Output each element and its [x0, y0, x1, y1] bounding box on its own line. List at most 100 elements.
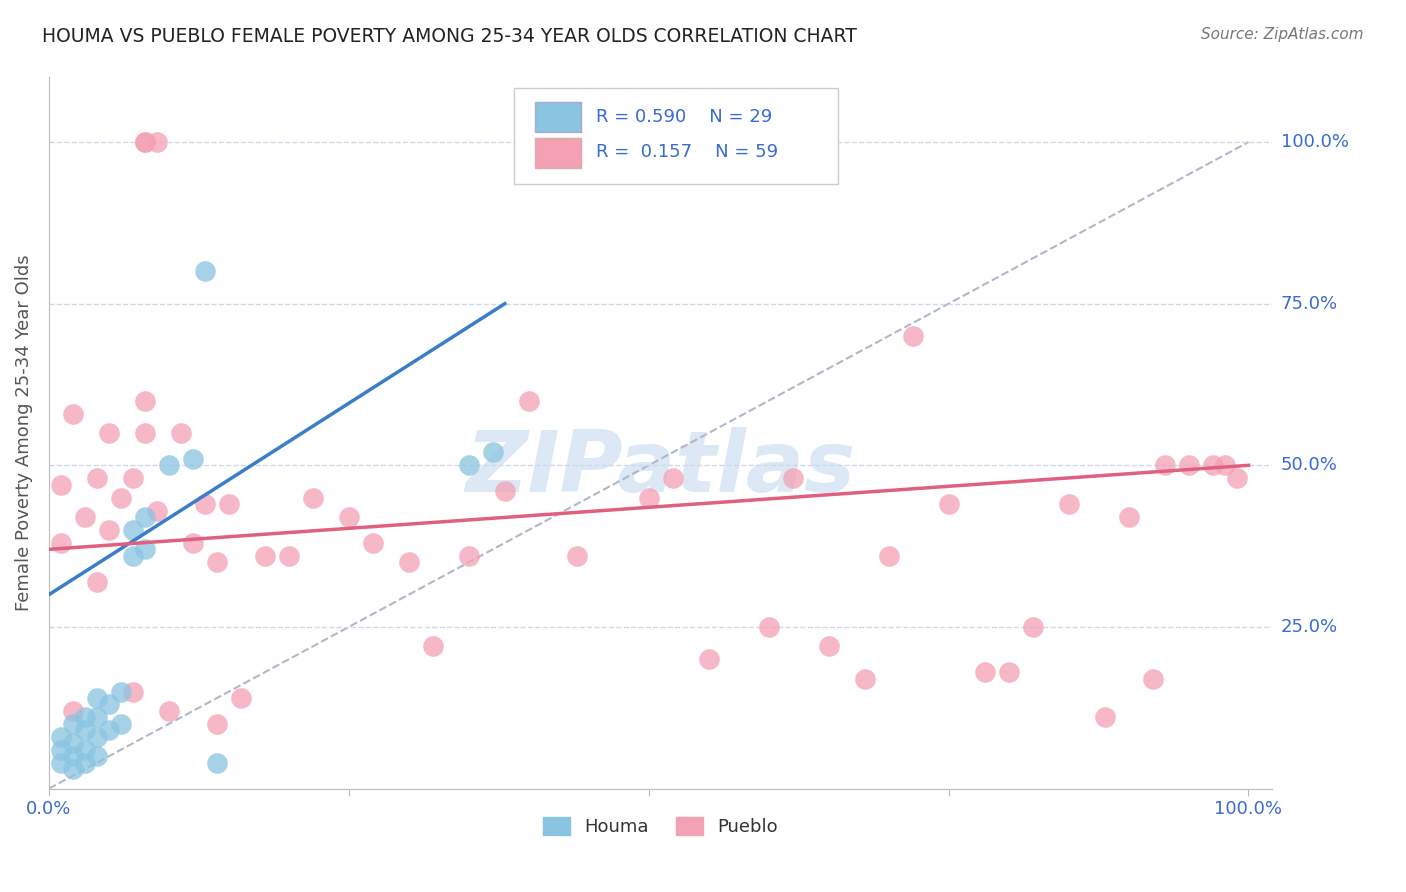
Point	[817, 640, 839, 654]
Point	[853, 672, 876, 686]
Point	[481, 445, 503, 459]
Point	[181, 536, 204, 550]
Point	[122, 549, 145, 563]
Point	[73, 510, 96, 524]
Point	[997, 665, 1019, 680]
Point	[1177, 458, 1199, 473]
Point	[73, 723, 96, 738]
Point	[73, 756, 96, 770]
Point	[637, 491, 659, 505]
Point	[758, 620, 780, 634]
Point	[49, 743, 72, 757]
Point	[1057, 497, 1080, 511]
Point	[134, 425, 156, 440]
Point	[97, 523, 120, 537]
Point	[49, 477, 72, 491]
Point	[62, 407, 84, 421]
Point	[1225, 471, 1247, 485]
Point	[62, 704, 84, 718]
Point	[134, 135, 156, 149]
Text: 75.0%: 75.0%	[1281, 294, 1339, 313]
Point	[782, 471, 804, 485]
Point	[73, 710, 96, 724]
Point	[205, 756, 228, 770]
Point	[62, 736, 84, 750]
Point	[1094, 710, 1116, 724]
Point	[134, 135, 156, 149]
Point	[49, 730, 72, 744]
Point	[457, 458, 479, 473]
Point	[1201, 458, 1223, 473]
Point	[1118, 510, 1140, 524]
Point	[661, 471, 683, 485]
Point	[877, 549, 900, 563]
Point	[146, 135, 169, 149]
Point	[697, 652, 720, 666]
Point	[194, 264, 217, 278]
Point	[302, 491, 325, 505]
Point	[146, 503, 169, 517]
Text: R = 0.590    N = 29: R = 0.590 N = 29	[596, 108, 772, 126]
Point	[1142, 672, 1164, 686]
Point	[97, 723, 120, 738]
Point	[277, 549, 299, 563]
Point	[205, 555, 228, 569]
Point	[938, 497, 960, 511]
Point	[901, 329, 924, 343]
Text: 25.0%: 25.0%	[1281, 618, 1339, 636]
Point	[86, 730, 108, 744]
Point	[1213, 458, 1236, 473]
Point	[253, 549, 276, 563]
Point	[565, 549, 588, 563]
Point	[49, 536, 72, 550]
Point	[122, 471, 145, 485]
Point	[62, 749, 84, 764]
Point	[170, 425, 193, 440]
Point	[134, 510, 156, 524]
Point	[494, 484, 516, 499]
Point	[97, 425, 120, 440]
Point	[86, 691, 108, 706]
Point	[457, 549, 479, 563]
Point	[110, 491, 132, 505]
Point	[110, 717, 132, 731]
Point	[73, 743, 96, 757]
Point	[86, 749, 108, 764]
Point	[122, 684, 145, 698]
Point	[1021, 620, 1043, 634]
Text: HOUMA VS PUEBLO FEMALE POVERTY AMONG 25-34 YEAR OLDS CORRELATION CHART: HOUMA VS PUEBLO FEMALE POVERTY AMONG 25-…	[42, 27, 858, 45]
Point	[1153, 458, 1175, 473]
Text: 100.0%: 100.0%	[1281, 133, 1348, 151]
Point	[110, 684, 132, 698]
Point	[49, 756, 72, 770]
Point	[134, 542, 156, 557]
Point	[194, 497, 217, 511]
Point	[973, 665, 995, 680]
Point	[97, 698, 120, 712]
Point	[398, 555, 420, 569]
Point	[218, 497, 240, 511]
Legend: Houma, Pueblo: Houma, Pueblo	[536, 810, 786, 844]
Point	[134, 393, 156, 408]
Point	[86, 471, 108, 485]
Point	[337, 510, 360, 524]
Point	[157, 458, 180, 473]
Point	[229, 691, 252, 706]
Point	[86, 574, 108, 589]
Text: 50.0%: 50.0%	[1281, 457, 1337, 475]
Bar	[534, 103, 581, 132]
Bar	[534, 138, 581, 168]
Text: R =  0.157    N = 59: R = 0.157 N = 59	[596, 143, 778, 161]
Point	[157, 704, 180, 718]
Text: ZIPatlas: ZIPatlas	[465, 427, 856, 510]
Point	[517, 393, 540, 408]
Point	[205, 717, 228, 731]
FancyBboxPatch shape	[515, 88, 838, 184]
Text: Source: ZipAtlas.com: Source: ZipAtlas.com	[1201, 27, 1364, 42]
Point	[422, 640, 444, 654]
Point	[62, 762, 84, 776]
Point	[62, 717, 84, 731]
Point	[361, 536, 384, 550]
Y-axis label: Female Poverty Among 25-34 Year Olds: Female Poverty Among 25-34 Year Olds	[15, 255, 32, 611]
Point	[122, 523, 145, 537]
